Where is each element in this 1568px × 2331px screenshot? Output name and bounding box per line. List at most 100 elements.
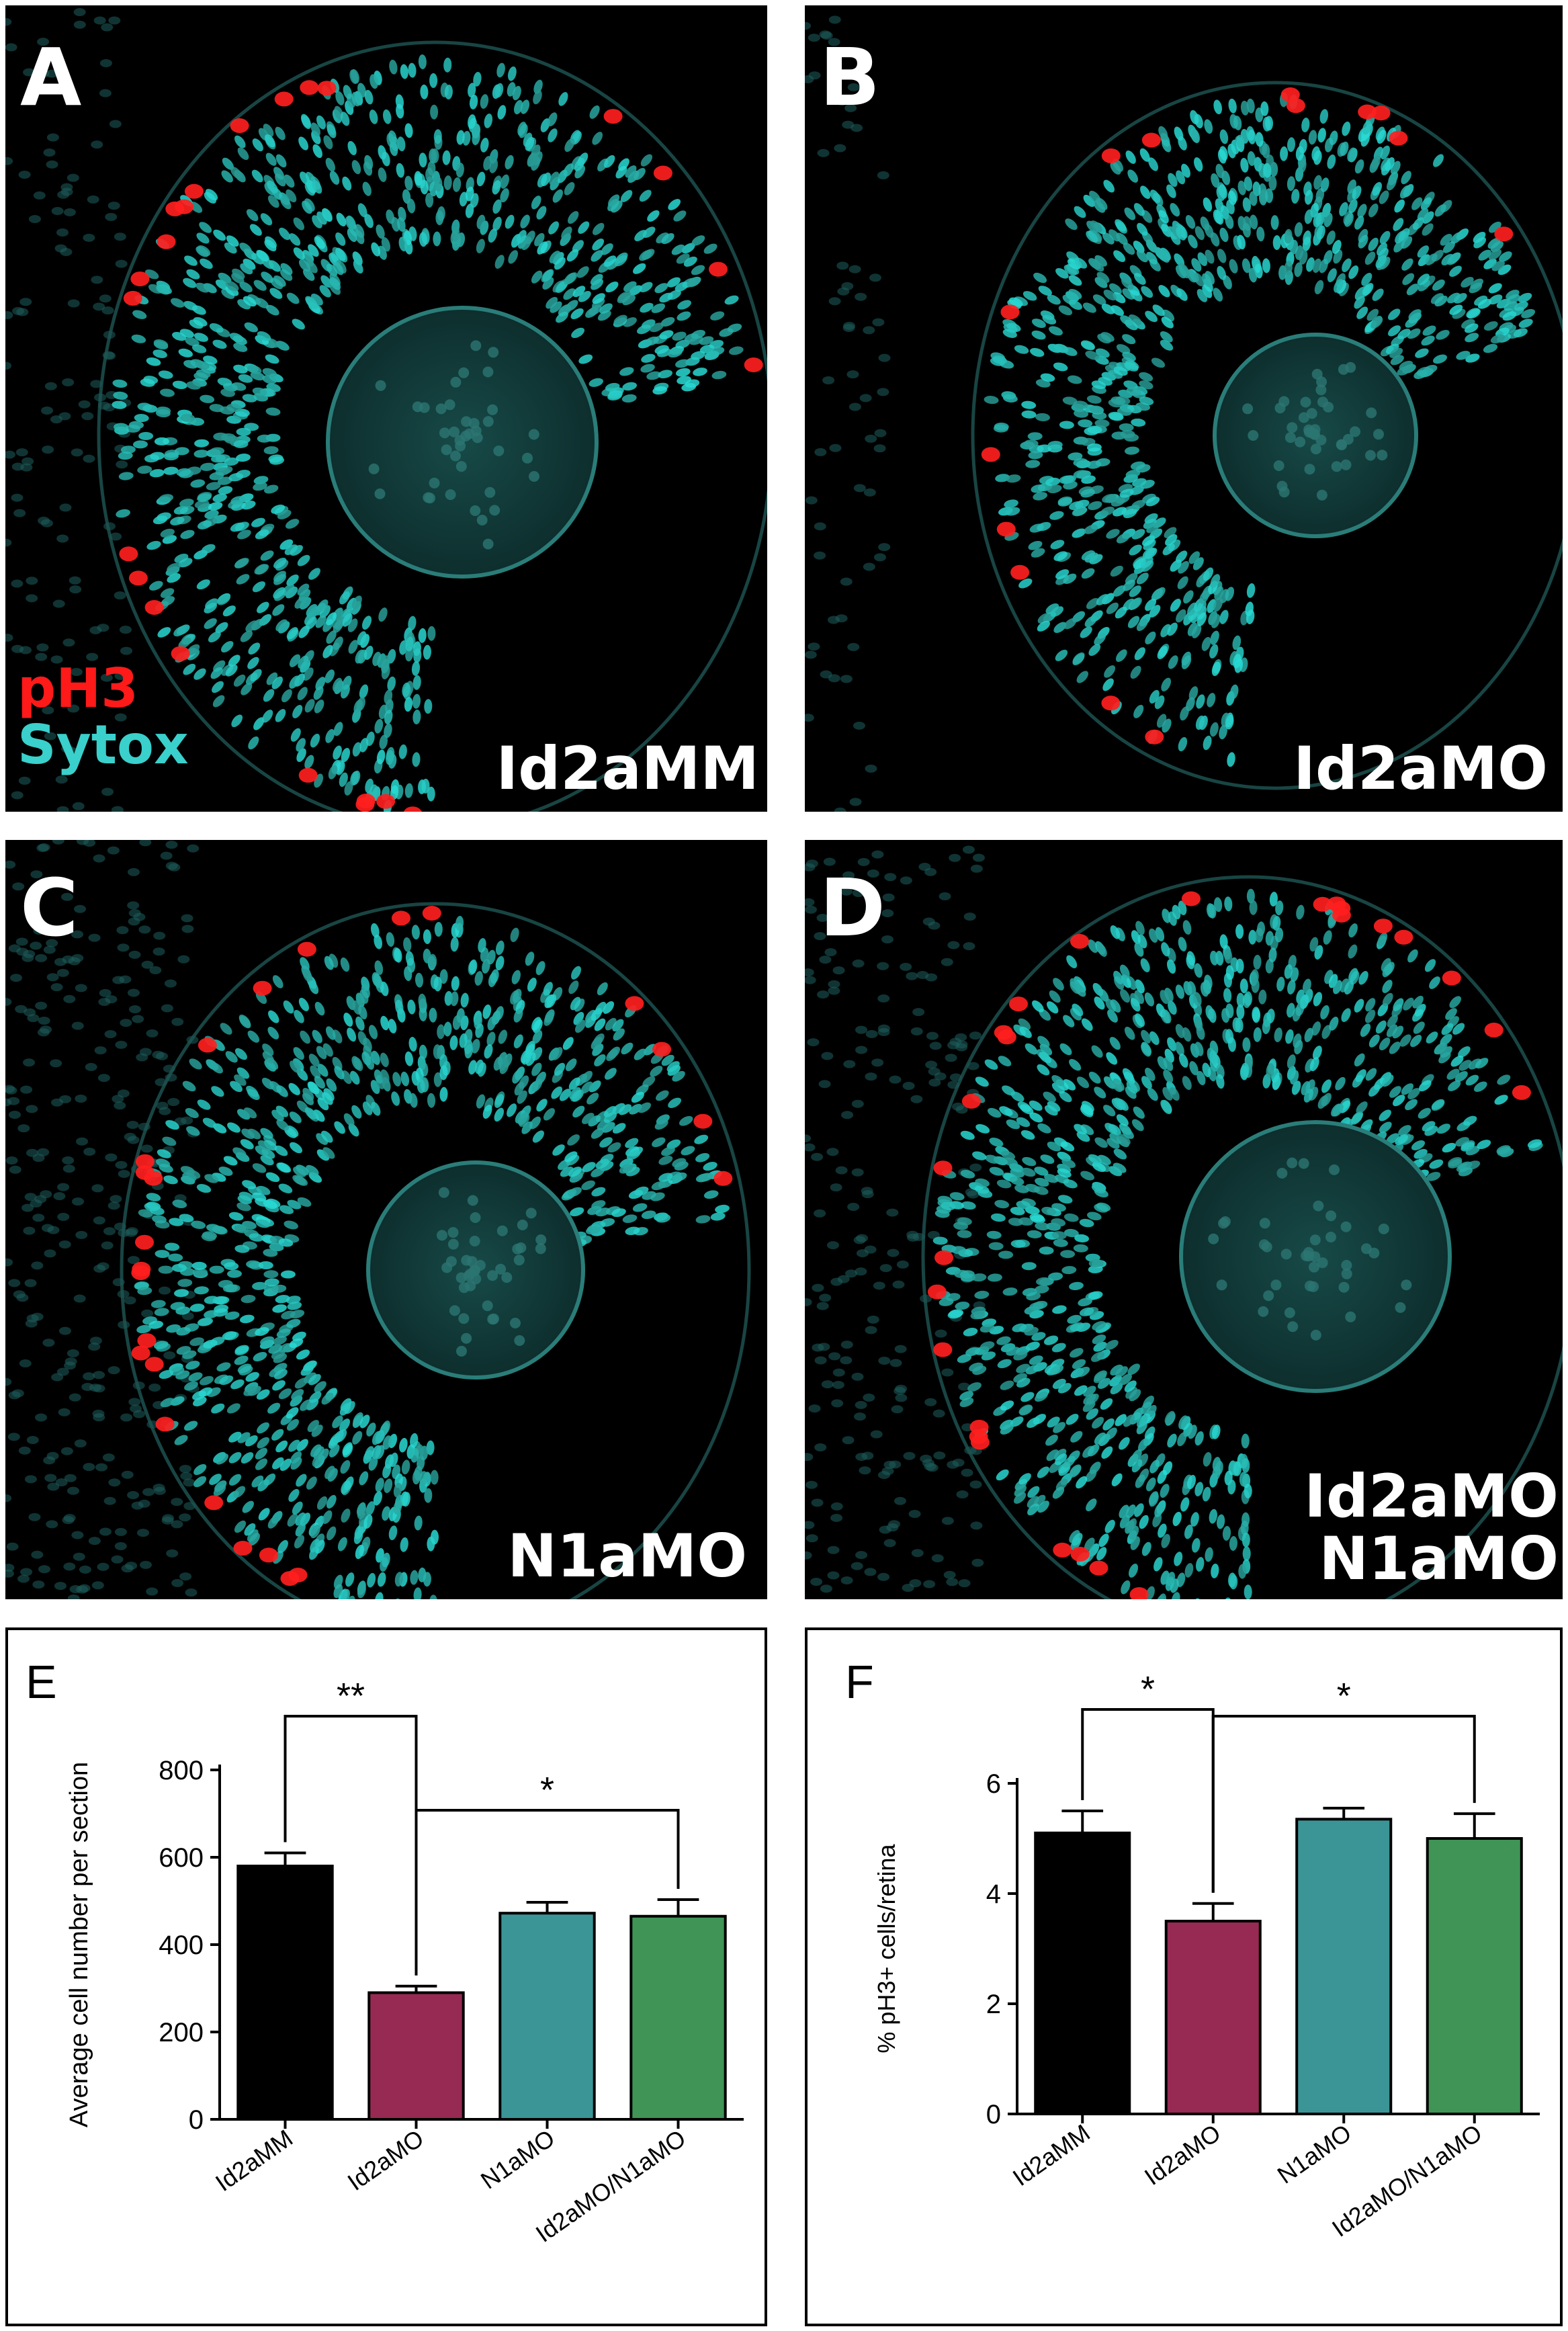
- tissue-cell: [811, 1152, 824, 1161]
- retina-nucleus: [260, 550, 274, 561]
- condition-label-b: Id2aMO: [1293, 737, 1548, 800]
- retina-nucleus: [1103, 1076, 1116, 1089]
- tissue-cell: [160, 851, 173, 860]
- retina-nucleus: [1014, 1484, 1027, 1497]
- tissue-cell: [161, 1004, 173, 1013]
- retina-nucleus: [374, 934, 382, 949]
- retina-nucleus: [201, 1232, 216, 1242]
- retina-nucleus: [155, 1158, 171, 1168]
- retina-nucleus: [172, 380, 187, 390]
- retina-nucleus: [459, 1033, 468, 1048]
- retina-nucleus: [1252, 1008, 1261, 1023]
- retina-nucleus: [222, 605, 236, 617]
- retina-nucleus: [1399, 360, 1413, 371]
- retina-nucleus: [276, 1119, 290, 1131]
- retina-nucleus: [185, 337, 200, 347]
- retina-nucleus: [591, 1187, 606, 1197]
- retina-nucleus: [1162, 1461, 1173, 1476]
- retina-nucleus: [1079, 1218, 1094, 1228]
- lens-nucleus: [487, 404, 498, 415]
- retina-nucleus: [1489, 221, 1501, 233]
- retina-nucleus: [1042, 314, 1057, 325]
- retina-nucleus: [984, 396, 999, 405]
- retina-nucleus: [1035, 1222, 1050, 1231]
- retina-nucleus: [1364, 1009, 1376, 1023]
- retina-nucleus: [209, 404, 224, 413]
- retina-nucleus: [634, 1048, 646, 1060]
- retina-nucleus: [607, 194, 620, 207]
- retina-nucleus: [114, 423, 128, 431]
- retina-nucleus: [200, 462, 215, 471]
- retina-nucleus: [206, 482, 221, 491]
- retina-nucleus: [1014, 345, 1029, 354]
- retina-nucleus: [1140, 185, 1151, 200]
- retina-nucleus: [1458, 1046, 1471, 1058]
- tissue-cell: [67, 1594, 80, 1599]
- tissue-cell: [818, 1080, 831, 1089]
- retina-nucleus: [414, 171, 423, 186]
- retina-nucleus: [328, 765, 338, 779]
- retina-nucleus: [574, 999, 585, 1012]
- retina-nucleus: [1235, 924, 1244, 939]
- retina-nucleus: [1041, 1207, 1056, 1216]
- retina-nucleus: [256, 1389, 270, 1400]
- retina-nucleus: [1175, 1042, 1184, 1056]
- retina-nucleus: [531, 196, 541, 210]
- retina-nucleus: [1121, 1580, 1131, 1595]
- retina-nucleus: [1417, 245, 1429, 258]
- tissue-cell: [120, 646, 132, 655]
- ph3-cell: [175, 199, 194, 214]
- tissue-cell: [30, 941, 42, 950]
- retina-nucleus: [1067, 259, 1081, 270]
- retina-nucleus: [266, 672, 278, 685]
- retina-nucleus: [1027, 1503, 1039, 1516]
- retina-nucleus: [258, 1508, 270, 1521]
- retina-nucleus: [244, 1523, 256, 1536]
- retina-nucleus: [1182, 1027, 1192, 1042]
- tissue-cell: [57, 1212, 70, 1221]
- retina-nucleus: [1389, 1086, 1401, 1098]
- lens-nucleus: [1309, 1251, 1321, 1263]
- retina-nucleus: [488, 228, 498, 243]
- retina-nucleus: [373, 973, 382, 988]
- lens-nucleus: [461, 1332, 472, 1344]
- retina-nucleus: [166, 1324, 181, 1333]
- retina-nucleus: [419, 232, 427, 247]
- retina-nucleus: [1145, 598, 1157, 611]
- tissue-cell: [127, 1136, 140, 1144]
- retina-nucleus: [540, 118, 550, 132]
- retina-nucleus: [1101, 303, 1115, 314]
- lens-nucleus: [1395, 1302, 1406, 1313]
- tissue-cell: [120, 1413, 133, 1422]
- retina-nucleus: [1365, 998, 1376, 1012]
- tissue-cell: [894, 1345, 907, 1353]
- retina-nucleus: [288, 1488, 300, 1502]
- retina-nucleus: [160, 528, 175, 538]
- tissue-cell: [855, 1025, 868, 1034]
- retina-nucleus: [261, 271, 274, 283]
- retina-nucleus: [647, 210, 660, 222]
- retina-nucleus: [592, 1044, 604, 1056]
- retina-nucleus: [1401, 258, 1413, 271]
- lens-nucleus: [1258, 1306, 1269, 1317]
- retina-nucleus: [290, 1395, 303, 1407]
- retina-nucleus: [253, 476, 269, 484]
- retina-nucleus: [213, 1123, 227, 1134]
- retina-nucleus: [1145, 497, 1160, 507]
- retina-nucleus: [170, 1366, 185, 1376]
- tissue-cell: [11, 644, 24, 653]
- retina-nucleus: [433, 1044, 441, 1060]
- tissue-cell: [62, 955, 75, 964]
- retina-nucleus: [1196, 289, 1208, 302]
- retina-nucleus: [1368, 1034, 1380, 1048]
- retina-nucleus: [1225, 214, 1234, 229]
- retina-nucleus: [1012, 1323, 1027, 1332]
- tissue-cell: [114, 591, 126, 600]
- retina-nucleus: [1385, 343, 1399, 354]
- retina-nucleus: [1358, 235, 1368, 249]
- retina-nucleus: [281, 584, 295, 596]
- lens-nucleus: [467, 1195, 478, 1206]
- retina-nucleus: [382, 1464, 392, 1479]
- retina-nucleus: [1233, 116, 1242, 130]
- retina-nucleus: [1022, 1156, 1037, 1167]
